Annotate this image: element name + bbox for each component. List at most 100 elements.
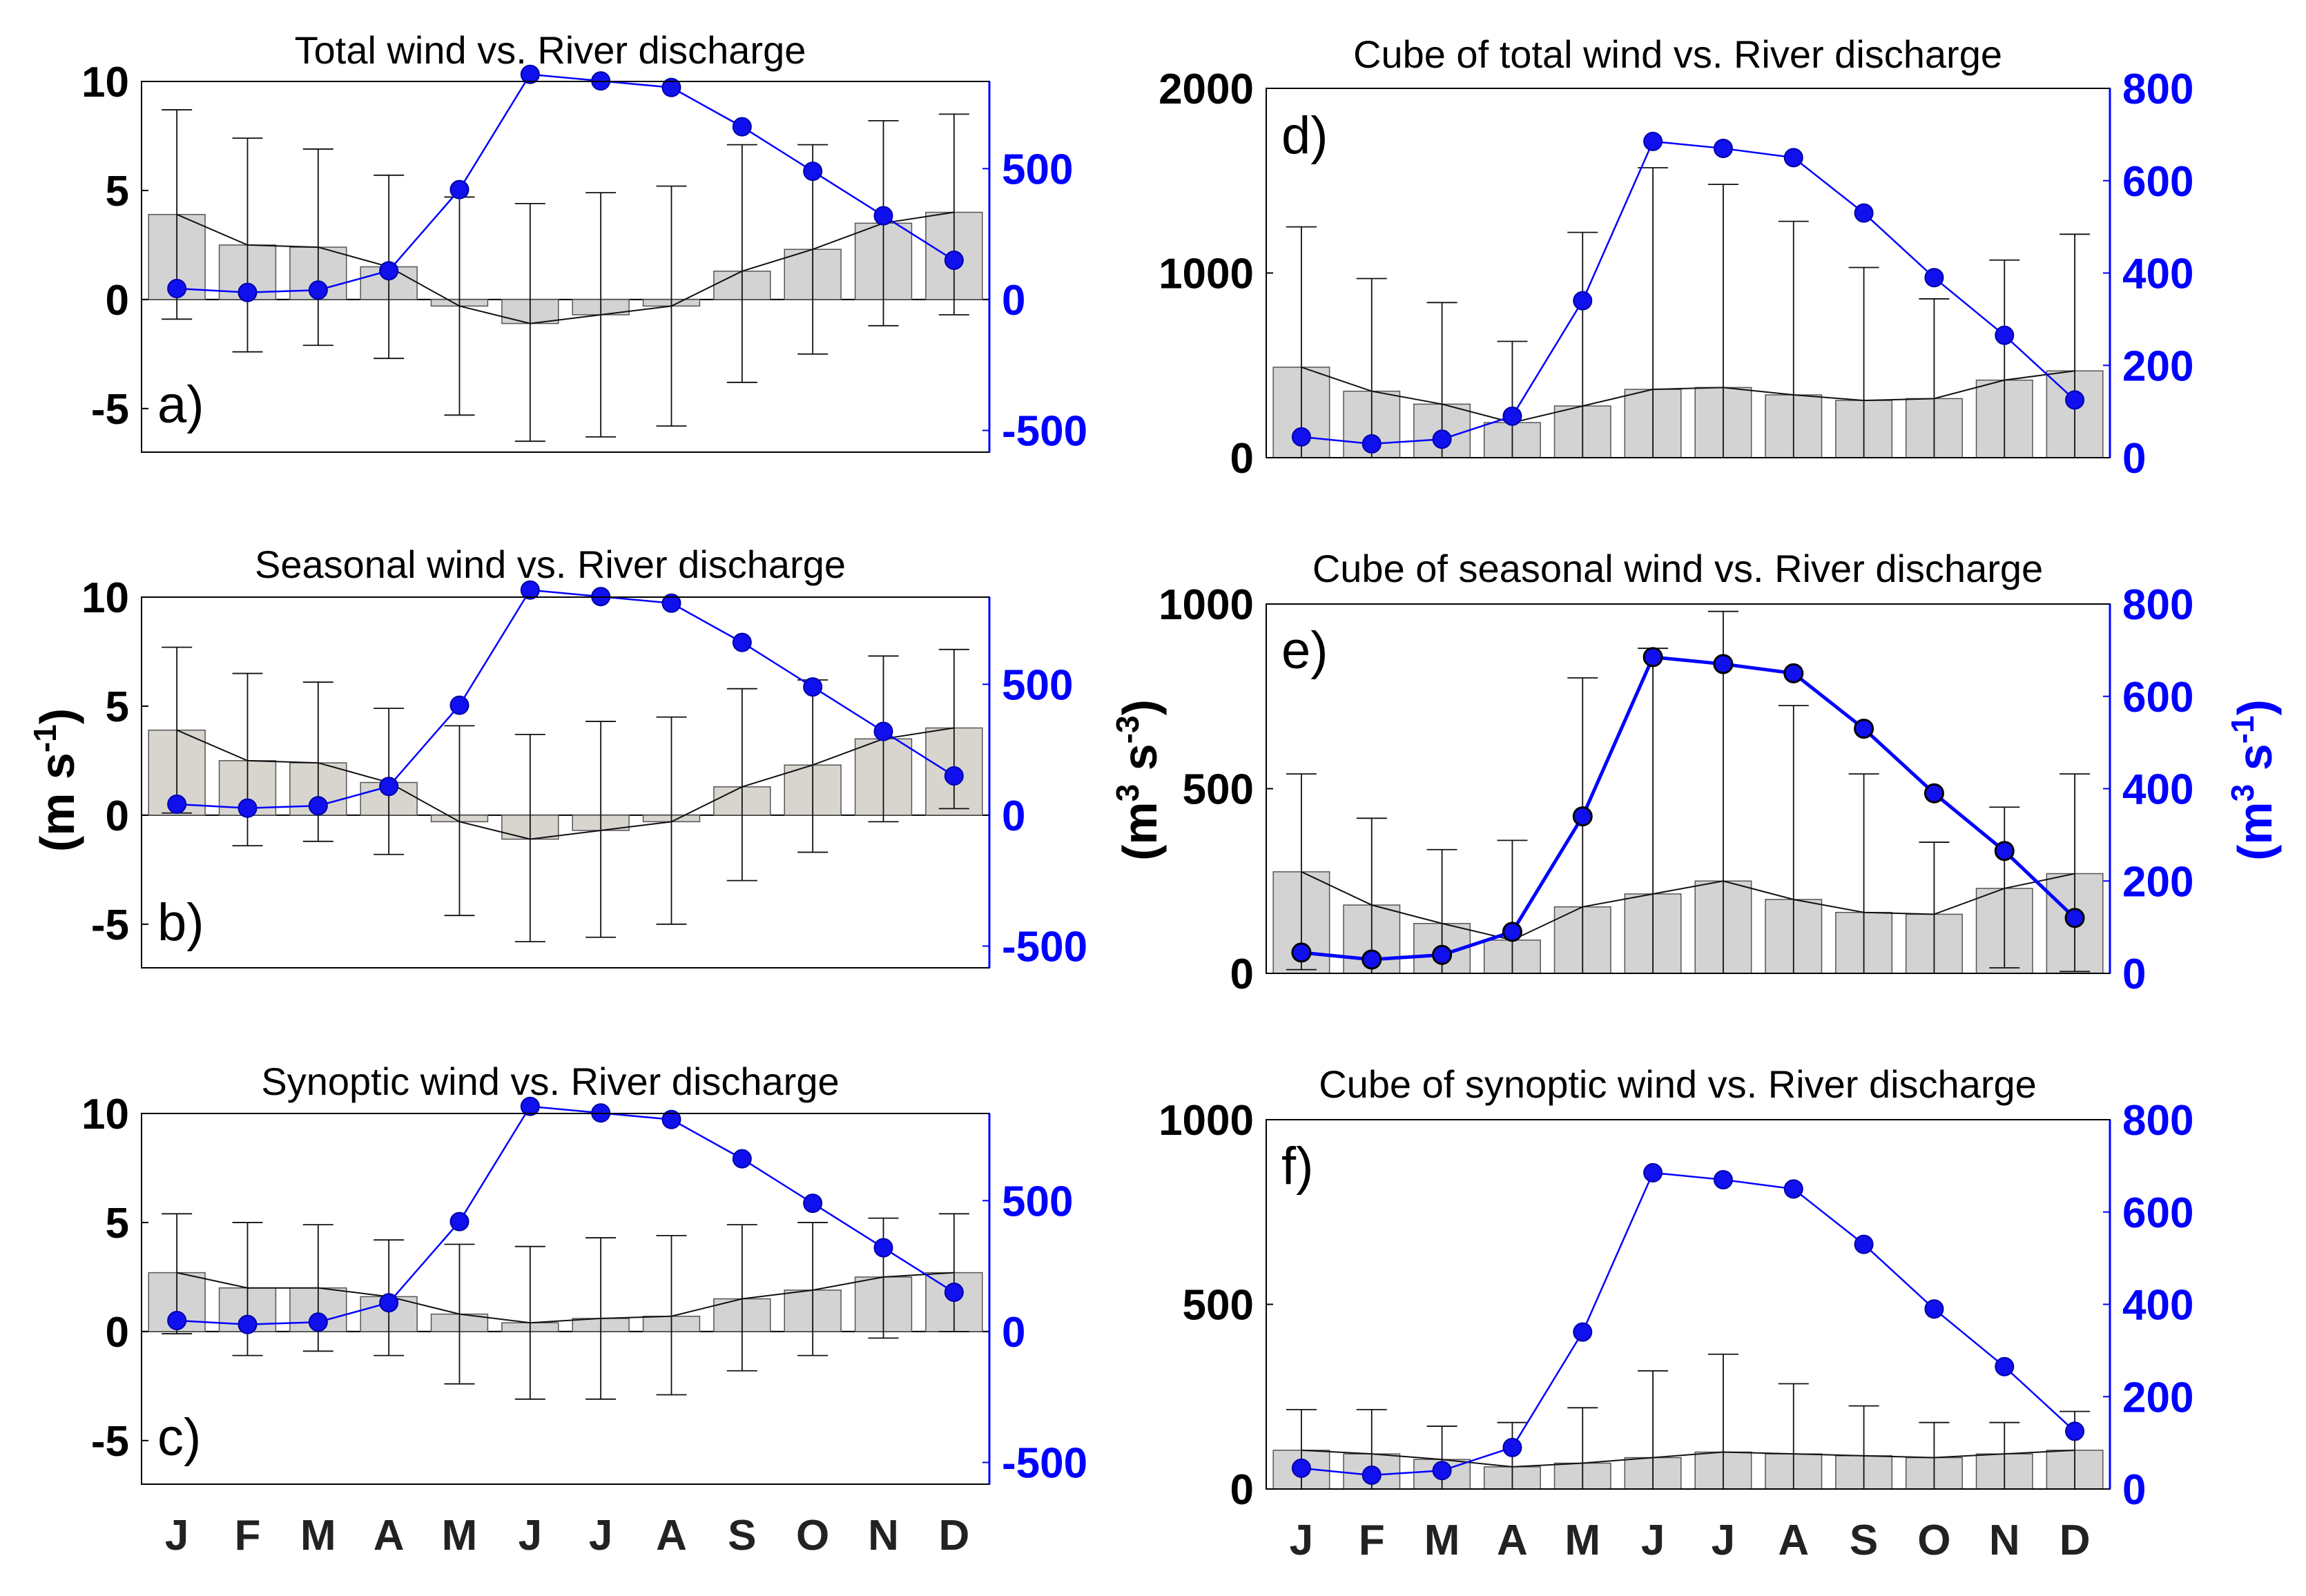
right-tick-label: 200 [2122,1374,2193,1421]
discharge-point [661,77,681,97]
panel-b-right-axis-ticks: -500 0 500 [982,661,1087,971]
y-axis-label-right-panels-exp2: -3 [1110,715,1145,743]
month-label: O [796,1512,829,1559]
y-axis-label-discharge-mid: s [2228,743,2282,784]
discharge-point [944,1283,964,1303]
y-axis-label-left-panels-close: ) [30,708,84,724]
right-tick-label: 600 [2122,1189,2193,1237]
discharge-point [308,1312,328,1332]
panel-c-title: Synoptic wind vs. River discharge [261,1060,839,1103]
discharge-point [238,798,258,818]
panel-c-label: c) [157,1408,201,1467]
left-tick-label: 1000 [1159,581,1254,629]
right-tick-label: 600 [2122,674,2193,721]
panel-a-label: a) [157,376,204,434]
month-label: F [1359,1517,1385,1564]
discharge-point [1643,1162,1663,1183]
left-tick-label: 0 [106,792,129,840]
left-tick-label: -5 [91,902,129,949]
left-tick-label: 10 [81,1091,129,1138]
panel-f-wind-bars [1266,1449,2110,1490]
discharge-point [1995,1356,2015,1376]
discharge-point [1783,663,1804,683]
panel-f-frame [1266,1119,2111,1490]
right-tick-label: 0 [2122,951,2146,998]
month-label: A [374,1512,405,1559]
left-tick-label: 0 [106,1309,129,1356]
panel-a: Total wind vs. River discharge -5 0 5 10 -5… [81,28,1087,456]
panel-e-discharge-line [1291,647,2085,970]
wind-mean-line [1301,870,2075,941]
discharge-point [1432,429,1452,449]
month-label: M [442,1512,478,1559]
discharge-point [1854,1234,1874,1254]
y-axis-label-right-panels-close: ) [1113,699,1167,715]
discharge-point [238,282,258,302]
month-label: J [589,1512,612,1559]
panel-b-title: Seasonal wind vs. River discharge [255,543,846,586]
left-tick-label: 0 [1230,435,1254,483]
left-tick-label: 1000 [1159,251,1254,298]
panel-a-right-axis-ticks: -500 0 500 [982,146,1087,456]
right-tick-label: 800 [2122,66,2193,113]
discharge-point [449,179,469,200]
panel-a-discharge-line [167,64,964,302]
right-tick-label: 600 [2122,158,2193,206]
y-axis-label-discharge: (m3 s-1) [2225,699,2282,861]
panel-b-label: b) [157,893,204,952]
discharge-point [1783,1179,1803,1199]
right-tick-label: 200 [2122,342,2193,390]
panel-b-error-bars [162,646,969,942]
discharge-point [1432,1461,1452,1481]
right-tick-label: -500 [1002,1440,1087,1488]
discharge-point [873,1238,893,1258]
discharge-line [177,1105,955,1325]
panel-d-left-axis-ticks: 0 1000 2000 [1159,66,1273,483]
right-tick-label: 500 [1002,146,1073,193]
month-label: O [1917,1517,1950,1564]
discharge-point [1994,841,2015,862]
month-label: J [1712,1517,1735,1564]
month-label: J [1290,1517,1313,1564]
wind-mean-line [176,727,954,840]
panel-e-error-bars [1286,610,2091,974]
panel-c-left-axis-ticks: -5 0 5 10 [81,1091,148,1466]
discharge-line [1301,655,2076,962]
left-tick-label: 5 [106,1200,129,1247]
discharge-point [803,162,823,182]
month-label: J [519,1512,542,1559]
discharge-point [520,64,540,84]
discharge-point [1291,427,1311,447]
month-label: F [235,1512,261,1559]
y-axis-label-discharge-base: (m [2228,801,2282,861]
discharge-point [449,695,469,715]
panel-a-error-bars [162,109,969,442]
month-label: M [300,1512,336,1559]
wind-mean-line [176,211,954,324]
discharge-point [1854,719,1874,739]
discharge-point [1362,949,1382,970]
left-tick-label: 10 [81,59,129,106]
right-tick-label: 800 [2122,1097,2193,1145]
discharge-point [1572,806,1593,827]
panel-d-error-bars [1286,167,2091,458]
panel-a-wind-bars [142,211,989,324]
panel-b-discharge-line [167,580,964,818]
discharge-point [1713,138,1733,158]
left-tick-label: 2000 [1159,66,1254,113]
discharge-point [1854,203,1874,223]
discharge-point [1432,944,1453,965]
panel-a-left-axis-ticks: -5 0 5 10 [81,59,148,434]
right-tick-label: 0 [1002,1309,1025,1356]
discharge-point [308,796,328,816]
discharge-line [177,73,955,293]
discharge-point [944,766,964,786]
discharge-point [1573,291,1593,311]
month-label: M [1564,1517,1600,1564]
panel-f-label: f) [1281,1137,1313,1196]
wind-mean-line [1301,366,2075,424]
discharge-point [520,580,540,600]
left-tick-label: 500 [1183,1282,1254,1330]
